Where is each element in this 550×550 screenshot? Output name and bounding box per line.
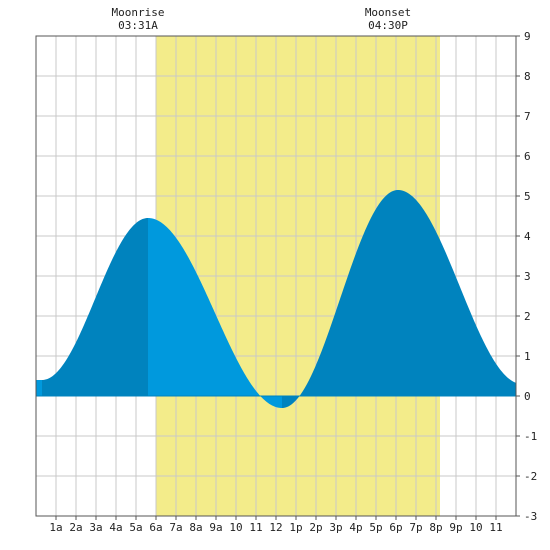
x-tick-label: 2p [309,521,322,534]
x-tick-label: 2a [69,521,82,534]
x-tick-label: 7a [169,521,182,534]
y-tick-label: 0 [524,390,531,403]
x-tick-label: 6p [389,521,402,534]
y-tick-label: -2 [524,470,537,483]
moonrise-label: Moonrise [112,6,165,19]
x-tick-label: 9p [449,521,462,534]
x-tick-label: 11 [489,521,502,534]
y-tick-label: -3 [524,510,537,523]
moonset-time: 04:30P [368,19,408,32]
tide-area-rising [282,190,398,408]
moonset-label: Moonset [365,6,411,19]
tide-area-falling [148,218,282,408]
x-tick-label: 10 [229,521,242,534]
y-tick-label: 4 [524,230,531,243]
y-tick-label: 7 [524,110,531,123]
x-tick-label: 4a [109,521,122,534]
tide-area-rising [42,218,148,396]
x-tick-label: 11 [249,521,262,534]
x-tick-label: 4p [349,521,362,534]
x-tick-label: 1p [289,521,302,534]
moonrise-time: 03:31A [118,19,158,32]
y-tick-label: 1 [524,350,531,363]
x-tick-label: 5p [369,521,382,534]
x-tick-label: 8a [189,521,202,534]
tide-area-rising [398,190,516,396]
tide-area-falling [36,380,42,396]
x-tick-label: 1a [49,521,62,534]
y-tick-label: 9 [524,30,531,43]
x-tick-label: 3a [89,521,102,534]
y-tick-label: 3 [524,270,531,283]
x-tick-label: 12 [269,521,282,534]
y-tick-label: 8 [524,70,531,83]
x-tick-label: 6a [149,521,162,534]
x-tick-label: 3p [329,521,342,534]
x-tick-label: 7p [409,521,422,534]
x-tick-label: 8p [429,521,442,534]
x-tick-label: 10 [469,521,482,534]
y-tick-label: 5 [524,190,531,203]
y-tick-label: 6 [524,150,531,163]
x-tick-label: 5a [129,521,142,534]
y-tick-label: 2 [524,310,531,323]
x-tick-label: 9a [209,521,222,534]
y-tick-label: -1 [524,430,537,443]
